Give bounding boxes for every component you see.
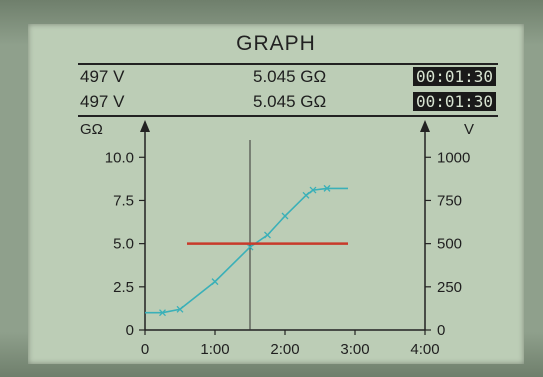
elapsed-time: 00:01:30 — [412, 67, 496, 86]
divider-bottom — [78, 115, 498, 117]
lcd-screen: GRAPH 497 V 5.045 GΩ 00:01:30 497 V 5.04… — [28, 24, 524, 364]
right-axis-arrow-icon — [420, 120, 430, 132]
reading-row-2: 497 V 5.045 GΩ 00:01:30 — [78, 91, 498, 113]
left-tick-label: 7.5 — [113, 192, 134, 209]
data-point-marker — [281, 212, 289, 220]
data-point-marker — [211, 278, 219, 286]
voltage-reading: 497 V — [80, 92, 125, 111]
left-tick-label: 10.0 — [105, 149, 134, 166]
data-point-marker — [309, 186, 317, 194]
right-tick-label: 1000 — [437, 149, 470, 166]
reading-row-1: 497 V 5.045 GΩ 00:01:30 — [78, 66, 498, 88]
left-axis-unit-label: GΩ — [80, 121, 103, 138]
right-tick-label: 750 — [437, 192, 462, 209]
data-point-marker — [323, 184, 331, 192]
left-tick-label: 2.5 — [113, 279, 134, 296]
resistance-reading: 5.045 GΩ — [253, 67, 327, 86]
resistance-reading: 5.045 GΩ — [253, 92, 327, 111]
left-tick-label: 5.0 — [113, 236, 134, 253]
data-point-marker — [264, 231, 271, 239]
x-tick-label: 3:00 — [340, 341, 369, 358]
x-tick-label: 2:00 — [270, 341, 299, 358]
data-point-marker — [246, 243, 254, 251]
screen-title: GRAPH — [236, 32, 316, 55]
divider-top — [78, 63, 498, 65]
left-axis-arrow-icon — [140, 120, 150, 132]
elapsed-time: 00:01:30 — [412, 92, 496, 111]
graph-chart: GΩ V 0 2.5 5.0 7.5 10.0 0 250 500 750 1000 0 1:00 2:00… — [80, 120, 474, 358]
x-tick-label: 1:00 — [200, 341, 229, 358]
right-tick-label: 250 — [437, 279, 462, 296]
data-point-marker — [159, 309, 166, 317]
voltage-reading: 497 V — [80, 67, 125, 86]
data-point-marker — [176, 305, 184, 313]
x-tick-label: 0 — [141, 341, 149, 358]
right-tick-label: 0 — [437, 322, 445, 339]
data-point-marker — [302, 191, 310, 199]
right-tick-label: 500 — [437, 236, 462, 253]
left-tick-label: 0 — [126, 322, 134, 339]
right-axis-unit-label: V — [464, 121, 474, 138]
x-tick-label: 4:00 — [410, 341, 439, 358]
resistance-trace — [145, 187, 348, 314]
